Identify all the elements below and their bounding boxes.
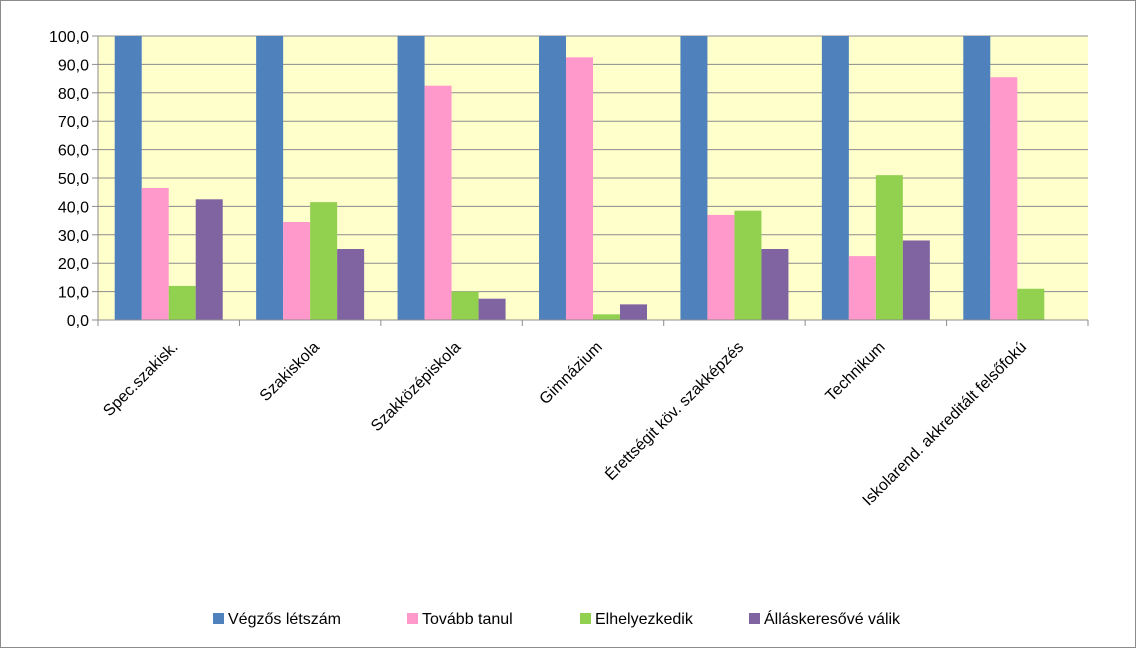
bar [256,36,284,320]
y-tick-label: 70,0 [58,114,89,131]
x-category-label: Érettségit köv. szakképzés [601,337,748,484]
x-category-label: Spec.szakisk. [100,339,181,420]
y-tick-label: 40,0 [58,199,89,216]
bar [283,222,311,320]
y-tick-label: 20,0 [58,256,89,273]
y-tick-label: 90,0 [58,57,89,74]
bar [848,256,876,320]
legend-swatch [213,613,224,624]
legend-swatch [749,613,760,624]
bar [195,199,223,320]
y-tick-label: 0,0 [67,313,89,330]
bar [875,175,903,320]
bar [990,77,1018,321]
x-category-label: Iskolarend. akkreditált felsőfokú [860,339,1031,510]
legend-swatch [580,613,591,624]
bar [337,249,365,320]
legend: Végzős létszám Tovább tanul Elhelyezkedik Á… [213,609,901,628]
y-tick-label: 10,0 [58,285,89,302]
bar [310,202,338,320]
bar [424,85,452,320]
x-category-label: Szakközépiskola [368,339,464,435]
x-category-label: Technikum [823,339,889,405]
bar [141,187,169,320]
legend-label: Tovább tanul [422,611,513,628]
bar [397,36,425,320]
y-tick-label: 80,0 [58,86,89,103]
bar [734,210,762,320]
y-tick-label: 50,0 [58,171,89,188]
legend-label: Elhelyezkedik [595,611,694,628]
legend-label: Végzős létszám [228,611,341,628]
bar [821,36,849,320]
legend-label: Álláskeresővé válik [764,609,901,628]
bar [620,304,647,320]
bar [451,291,479,320]
bar [761,249,789,320]
bar [963,36,991,320]
legend-swatch [407,613,418,624]
bars [114,36,1045,321]
bar [478,298,506,320]
bar [114,36,142,320]
bar [539,36,566,320]
bar [902,240,930,320]
bar [566,57,593,321]
bar [1017,288,1045,320]
x-category-label: Gimnázium [537,339,606,408]
bar [707,214,735,320]
y-tick-label: 30,0 [58,228,89,245]
bar [680,36,708,320]
bar [168,285,196,320]
bar [593,314,620,320]
x-category-label: Szakiskola [257,339,323,405]
y-tick-label: 60,0 [58,143,89,160]
y-tick-label: 100,0 [49,29,89,46]
x-axis-categories: Spec.szakisk. Szakiskola Szakközépiskola Gi… [100,337,1030,509]
y-axis-ticks: 0,0 10,0 20,0 30,0 40,0 50,0 60,0 70,0 80,0 90,0 1… [49,29,98,330]
